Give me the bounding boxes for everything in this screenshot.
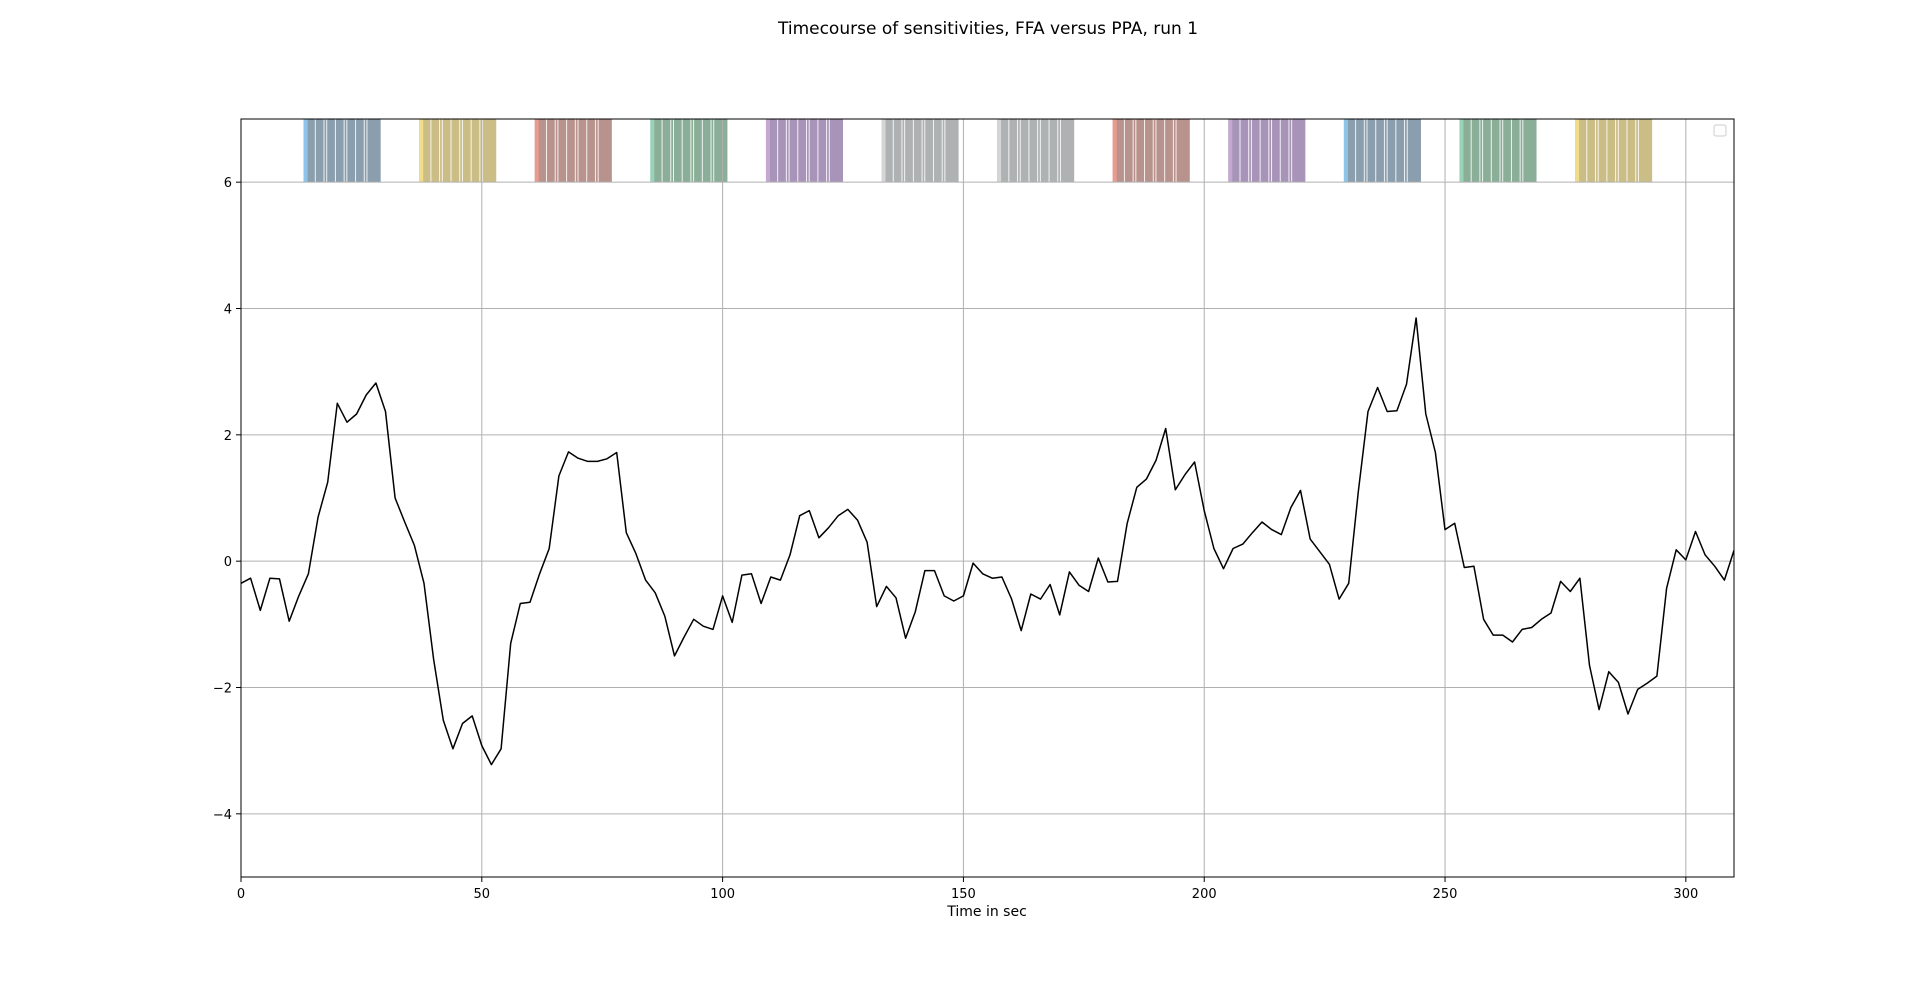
x-tick-label: 100 xyxy=(710,887,735,902)
block-fill xyxy=(419,119,497,183)
block-fill xyxy=(303,119,381,183)
stimulus-block-3 xyxy=(534,119,612,183)
stimulus-block-11 xyxy=(1459,119,1537,183)
block-onset-edge xyxy=(650,119,655,183)
stimulus-block-12 xyxy=(1575,119,1653,183)
block-onset-edge xyxy=(534,119,539,183)
x-tick-label: 150 xyxy=(951,887,976,902)
stimulus-block-5 xyxy=(765,119,844,183)
x-tick-label: 300 xyxy=(1673,887,1698,902)
block-onset-edge xyxy=(765,119,770,183)
block-onset-edge xyxy=(1459,119,1464,183)
block-fill xyxy=(881,119,959,183)
block-onset-edge xyxy=(1575,119,1580,183)
block-fill xyxy=(1228,119,1306,183)
stimulus-block-6 xyxy=(881,119,959,183)
x-tick-label: 250 xyxy=(1433,887,1458,902)
block-onset-edge xyxy=(1112,119,1117,183)
block-fill xyxy=(1459,119,1537,183)
block-fill xyxy=(1112,119,1190,183)
x-tick-label: 200 xyxy=(1192,887,1217,902)
block-fill xyxy=(765,119,844,183)
block-fill xyxy=(997,119,1075,183)
series-layer xyxy=(240,317,1735,766)
stimulus-block-8 xyxy=(1112,119,1190,183)
legend-box xyxy=(1713,124,1727,137)
chart-title: Timecourse of sensitivities, FFA versus … xyxy=(777,19,1198,39)
grid-lines xyxy=(240,119,1734,877)
y-tick-label: 4 xyxy=(224,303,232,318)
block-onset-edge xyxy=(881,119,886,183)
stimulus-block-4 xyxy=(650,119,728,183)
block-onset-edge xyxy=(1228,119,1233,183)
block-fill xyxy=(650,119,728,183)
y-tick-label: 6 xyxy=(224,176,232,191)
block-fill xyxy=(1575,119,1653,183)
y-tick-label: −2 xyxy=(213,682,232,697)
block-fill xyxy=(1343,119,1421,183)
plot-frame xyxy=(240,118,1735,878)
stimulus-block-10 xyxy=(1343,119,1421,183)
y-tick-label: 0 xyxy=(224,555,232,570)
y-tick-label: 2 xyxy=(224,429,232,444)
block-onset-edge xyxy=(1343,119,1348,183)
stimulus-block-9 xyxy=(1228,119,1306,183)
axis-ticks: 0 50 100 150 200 250 300 −4 −2 0 2 4 6 xyxy=(213,176,1698,902)
y-tick-label: −4 xyxy=(213,808,232,823)
block-onset-edge xyxy=(419,119,424,183)
x-tick-label: 50 xyxy=(474,887,491,902)
block-onset-edge xyxy=(997,119,1002,183)
stimulus-block-7 xyxy=(997,119,1075,183)
stimulus-block-2 xyxy=(419,119,497,183)
series-line-1 xyxy=(240,317,1735,766)
stimulus-blocks xyxy=(303,119,1653,183)
x-axis-title: Time in sec xyxy=(946,904,1027,920)
x-tick-label: 0 xyxy=(237,887,245,902)
block-onset-edge xyxy=(303,119,308,183)
stimulus-block-1 xyxy=(303,119,381,183)
block-fill xyxy=(534,119,612,183)
